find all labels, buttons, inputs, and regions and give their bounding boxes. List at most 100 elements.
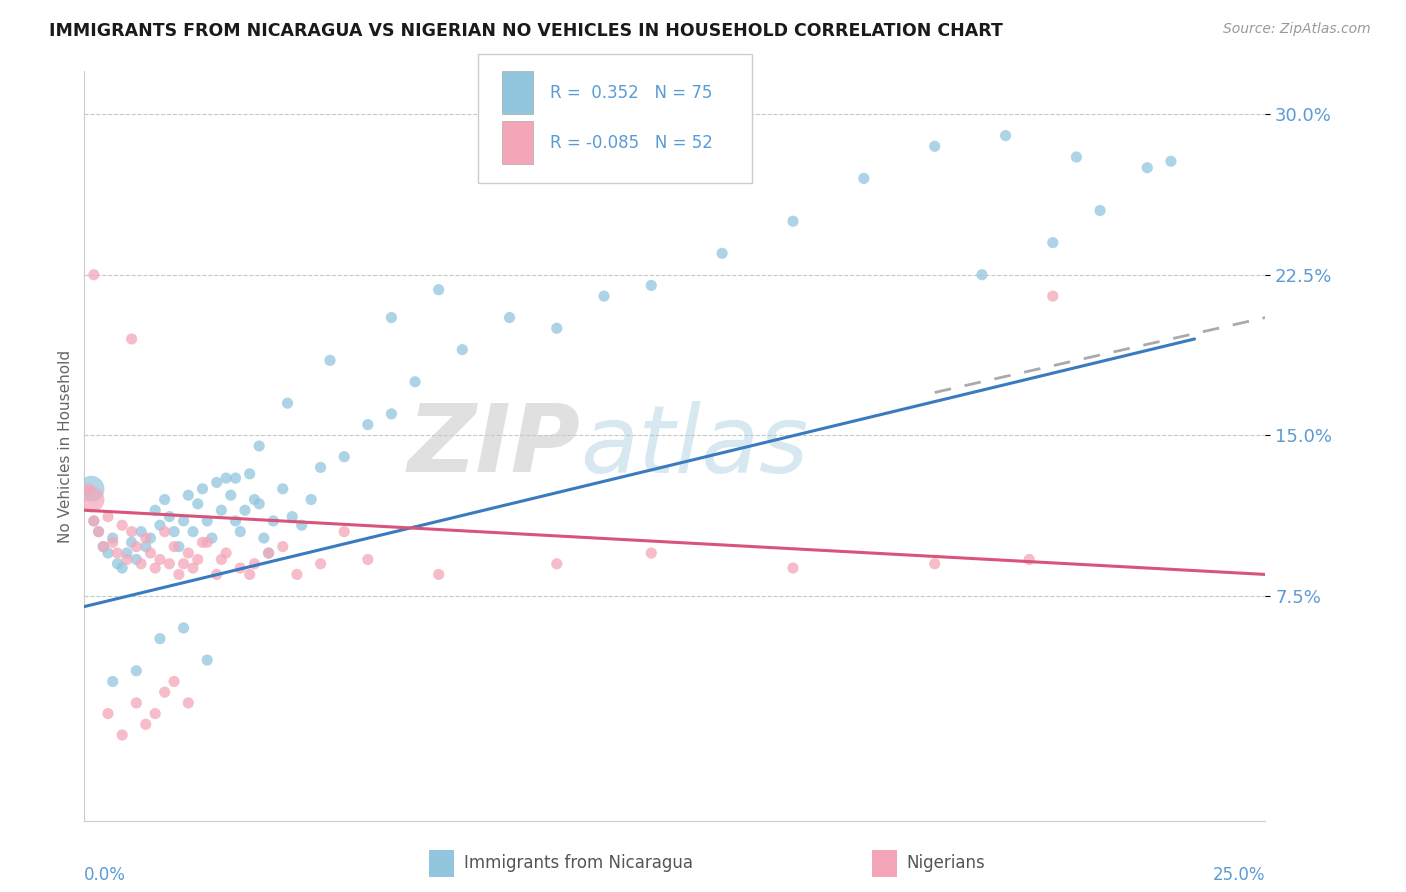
Point bbox=[101, 674, 124, 689]
Point bbox=[333, 450, 356, 464]
Point bbox=[262, 514, 284, 528]
Point bbox=[195, 514, 218, 528]
Text: 0.0%: 0.0% bbox=[84, 865, 127, 884]
Point bbox=[80, 492, 103, 507]
Point bbox=[299, 492, 322, 507]
Point bbox=[143, 561, 166, 575]
Point bbox=[924, 557, 946, 571]
Point bbox=[125, 552, 148, 566]
Point bbox=[129, 524, 152, 539]
Y-axis label: No Vehicles in Household: No Vehicles in Household bbox=[58, 350, 73, 542]
Point bbox=[125, 696, 148, 710]
Point bbox=[247, 497, 270, 511]
Text: ZIP: ZIP bbox=[408, 400, 581, 492]
Point bbox=[215, 471, 238, 485]
Point bbox=[309, 557, 332, 571]
Point bbox=[139, 546, 162, 560]
Point bbox=[357, 417, 380, 432]
Point bbox=[205, 475, 228, 490]
Point bbox=[994, 128, 1017, 143]
Point bbox=[229, 561, 252, 575]
Text: R = -0.085   N = 52: R = -0.085 N = 52 bbox=[550, 134, 713, 152]
Point bbox=[83, 268, 105, 282]
Point bbox=[177, 696, 200, 710]
Point bbox=[121, 332, 143, 346]
Point bbox=[143, 706, 166, 721]
Point bbox=[257, 546, 280, 560]
Point bbox=[205, 567, 228, 582]
Point bbox=[177, 546, 200, 560]
Point bbox=[319, 353, 342, 368]
Point bbox=[1066, 150, 1088, 164]
Point bbox=[276, 396, 298, 410]
Point bbox=[167, 540, 190, 554]
Point bbox=[225, 514, 247, 528]
Point bbox=[285, 567, 308, 582]
Text: Nigerians: Nigerians bbox=[907, 855, 986, 872]
Text: R =  0.352   N = 75: R = 0.352 N = 75 bbox=[550, 84, 711, 102]
Point bbox=[782, 214, 804, 228]
Point bbox=[1042, 235, 1064, 250]
Point bbox=[451, 343, 474, 357]
Point bbox=[271, 482, 294, 496]
Point bbox=[167, 567, 190, 582]
Point bbox=[115, 552, 138, 566]
Point bbox=[129, 557, 152, 571]
Point bbox=[135, 531, 157, 545]
Point bbox=[101, 535, 124, 549]
Point bbox=[333, 524, 356, 539]
Point bbox=[357, 552, 380, 566]
Point bbox=[427, 567, 450, 582]
Point bbox=[640, 546, 662, 560]
Point bbox=[87, 524, 110, 539]
Point bbox=[157, 557, 180, 571]
Point bbox=[209, 552, 232, 566]
Point bbox=[143, 503, 166, 517]
Point bbox=[593, 289, 616, 303]
Point bbox=[181, 561, 204, 575]
Point bbox=[380, 310, 402, 325]
Point bbox=[157, 509, 180, 524]
Point bbox=[191, 482, 214, 496]
Text: IMMIGRANTS FROM NICARAGUA VS NIGERIAN NO VEHICLES IN HOUSEHOLD CORRELATION CHART: IMMIGRANTS FROM NICARAGUA VS NIGERIAN NO… bbox=[49, 22, 1002, 40]
Point bbox=[163, 674, 186, 689]
Point bbox=[852, 171, 875, 186]
Point bbox=[111, 561, 134, 575]
Point bbox=[225, 471, 247, 485]
Point bbox=[209, 503, 232, 517]
Point bbox=[970, 268, 993, 282]
Point bbox=[291, 518, 314, 533]
Point bbox=[187, 552, 209, 566]
Point bbox=[233, 503, 256, 517]
Point bbox=[243, 492, 266, 507]
Point bbox=[201, 531, 224, 545]
Text: Immigrants from Nicaragua: Immigrants from Nicaragua bbox=[464, 855, 693, 872]
Point bbox=[195, 535, 218, 549]
Point bbox=[427, 283, 450, 297]
Point bbox=[380, 407, 402, 421]
Text: Source: ZipAtlas.com: Source: ZipAtlas.com bbox=[1223, 22, 1371, 37]
Point bbox=[111, 518, 134, 533]
Point bbox=[782, 561, 804, 575]
Point bbox=[1042, 289, 1064, 303]
Point bbox=[97, 509, 120, 524]
Point bbox=[91, 540, 114, 554]
Point bbox=[101, 531, 124, 545]
Point bbox=[135, 540, 157, 554]
Point bbox=[181, 524, 204, 539]
Point bbox=[149, 518, 172, 533]
Point bbox=[177, 488, 200, 502]
Point bbox=[1136, 161, 1159, 175]
Point bbox=[257, 546, 280, 560]
Point bbox=[546, 321, 568, 335]
Point bbox=[309, 460, 332, 475]
Point bbox=[243, 557, 266, 571]
Point bbox=[163, 524, 186, 539]
Point bbox=[77, 482, 100, 496]
Point bbox=[153, 685, 176, 699]
Point bbox=[163, 540, 186, 554]
Point bbox=[121, 535, 143, 549]
Point bbox=[215, 546, 238, 560]
Point bbox=[97, 706, 120, 721]
Point bbox=[153, 492, 176, 507]
